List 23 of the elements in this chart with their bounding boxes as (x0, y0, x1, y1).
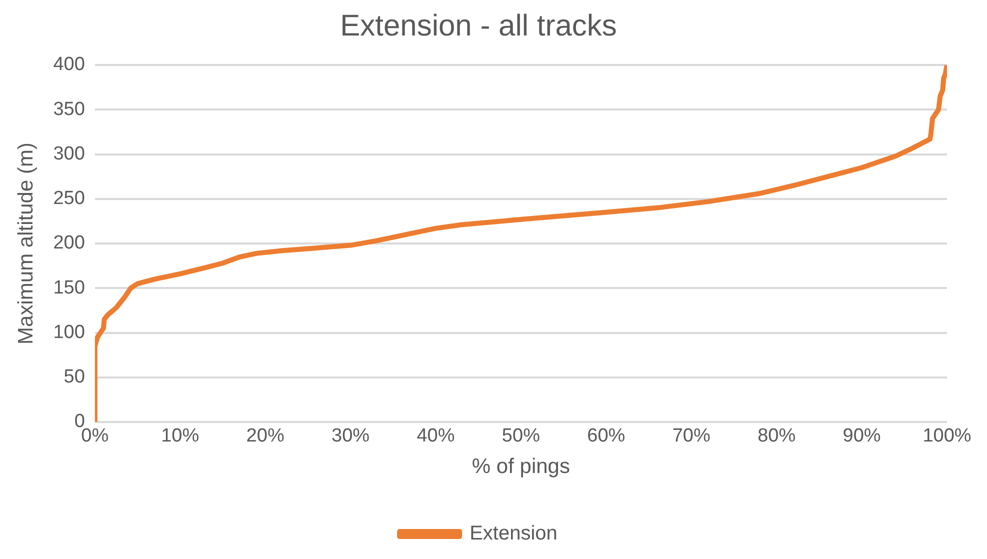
y-tick-label: 200 (53, 232, 85, 254)
x-tick-label: 0% (81, 426, 109, 447)
y-tick-label: 400 (53, 54, 85, 76)
x-tick-label: 80% (758, 426, 796, 447)
x-tick-label: 50% (502, 426, 540, 447)
x-tick-label: 20% (246, 426, 284, 447)
x-tick-label: 100% (922, 426, 972, 447)
y-tick-label: 50 (64, 366, 85, 388)
x-tick-label: 70% (672, 426, 710, 447)
x-tick-label: 30% (332, 426, 370, 447)
x-tick-label: 60% (587, 426, 626, 447)
y-tick-label: 100 (53, 322, 85, 343)
x-axis-title: % of pings (472, 455, 570, 478)
y-tick-label: 300 (53, 143, 85, 164)
legend-label: Extension (470, 522, 558, 545)
y-tick-label: 150 (53, 277, 85, 298)
chart-title: Extension - all tracks (340, 9, 617, 42)
y-axis-title: Maximum altitude (m) (14, 142, 38, 344)
y-tick-label: 250 (53, 188, 85, 210)
y-tick-label: 350 (53, 98, 85, 120)
x-tick-label: 40% (416, 426, 455, 447)
x-tick-label: 90% (842, 426, 881, 447)
x-tick-label: 10% (161, 426, 200, 447)
